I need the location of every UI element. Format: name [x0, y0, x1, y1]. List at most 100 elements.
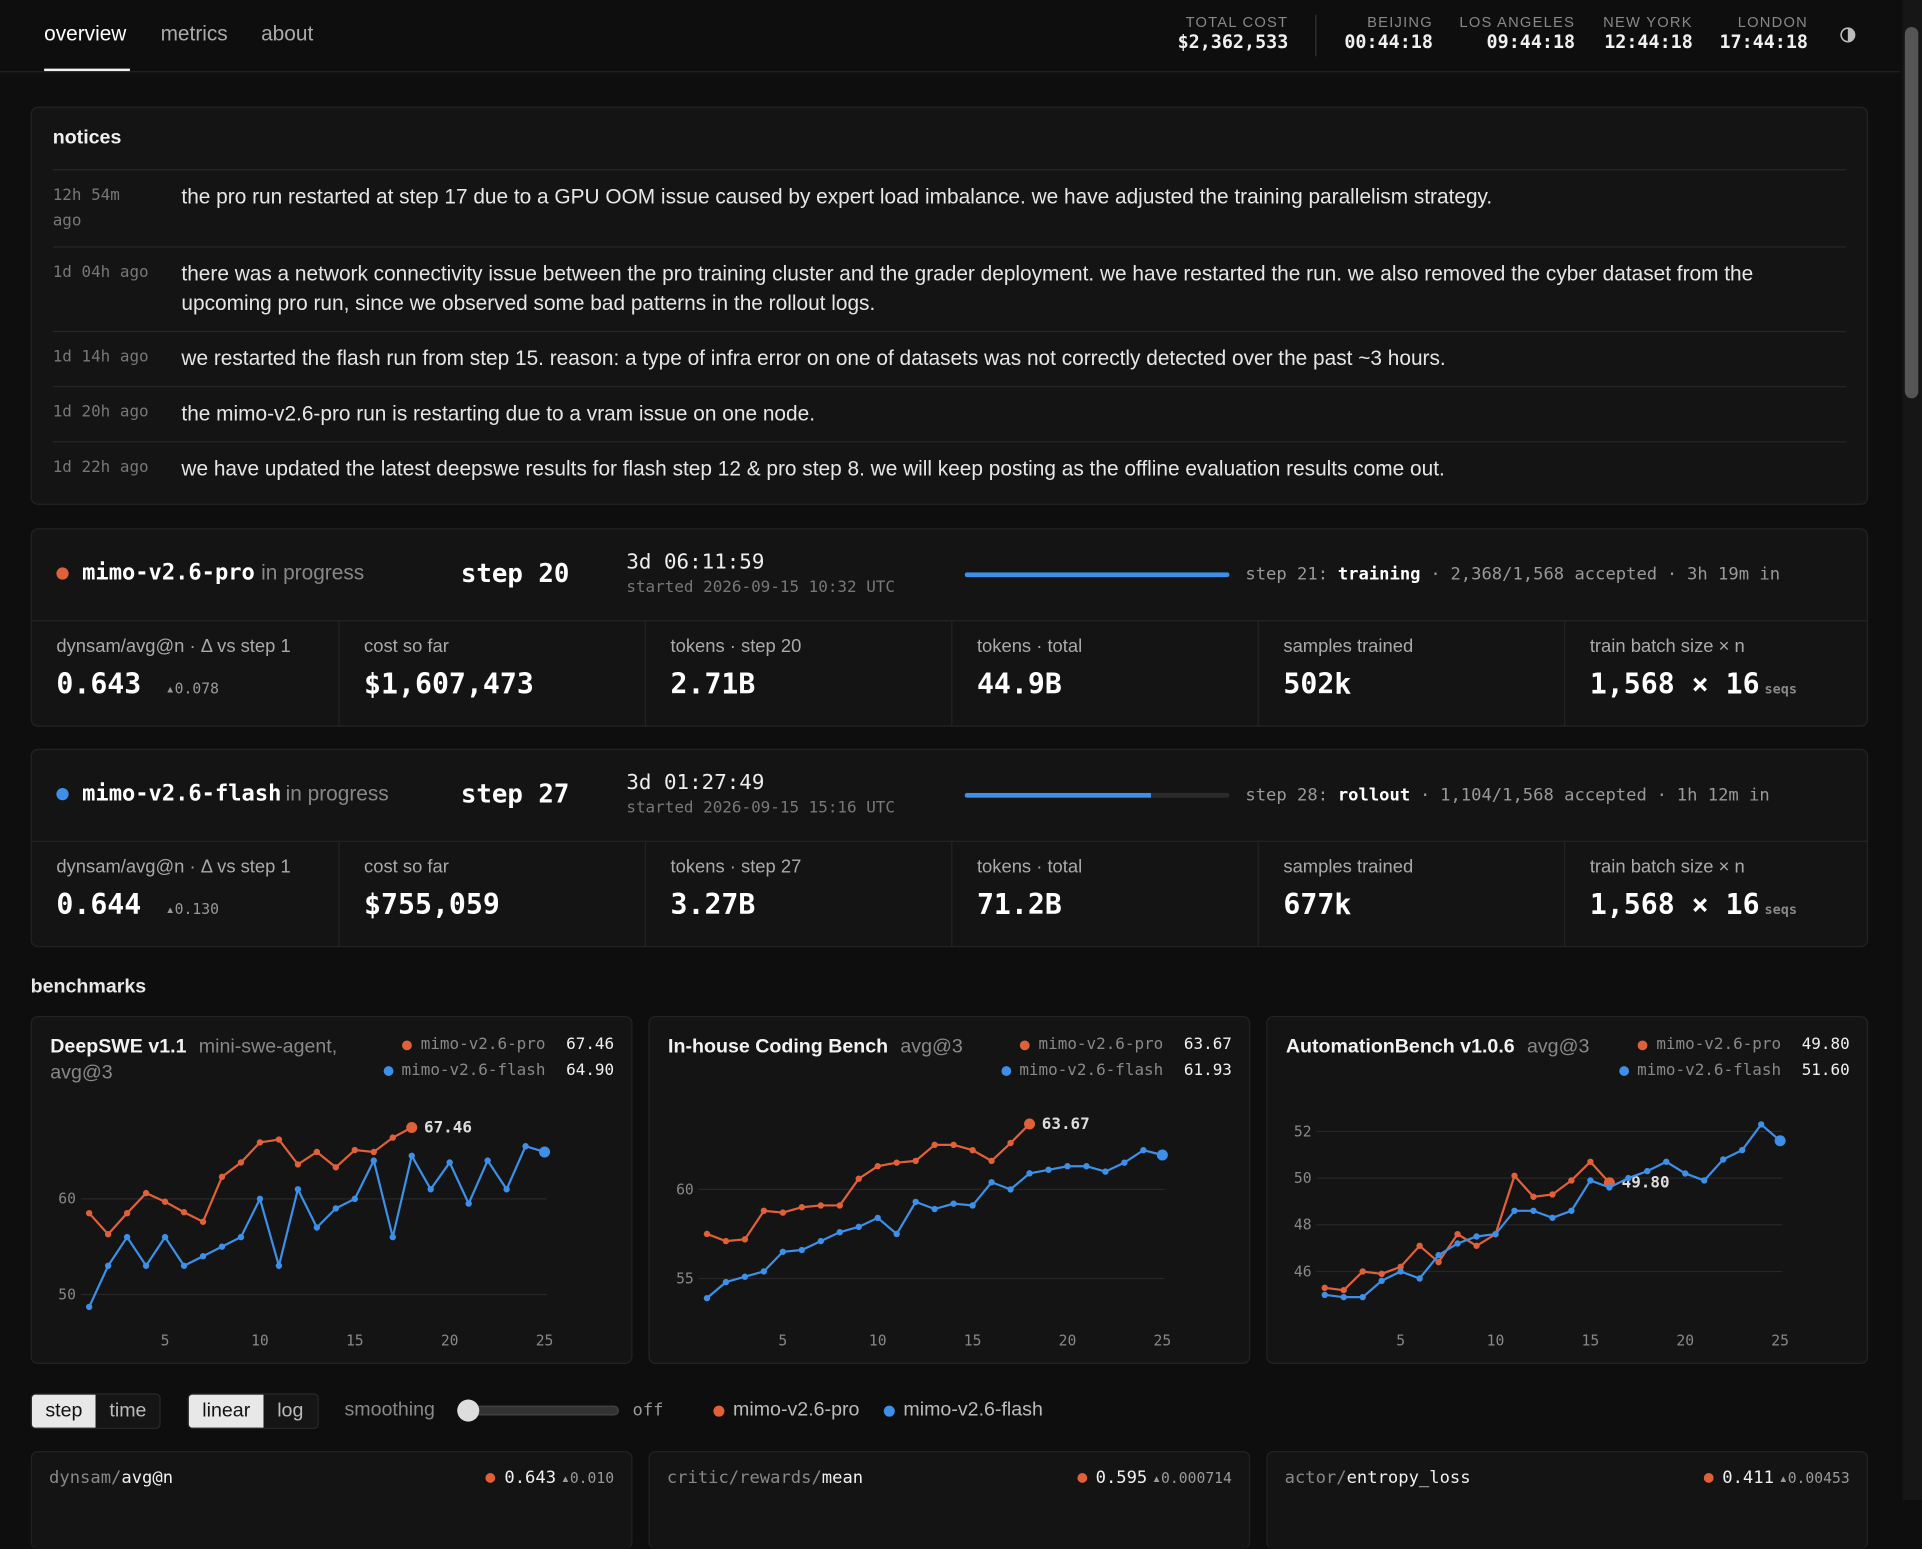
slider-knob[interactable]: [457, 1399, 480, 1422]
theme-toggle[interactable]: [1840, 27, 1856, 43]
legend-dot: [883, 1405, 895, 1417]
divider: [1315, 14, 1317, 57]
data-point: [893, 1159, 900, 1166]
notice-row: 1d 14h ago we restarted the flash run fro…: [52, 330, 1847, 386]
data-point: [1568, 1177, 1575, 1184]
stat-value: $1,607,473: [364, 669, 534, 701]
data-point: [161, 1198, 169, 1205]
data-point: [1007, 1139, 1014, 1147]
data-point: [817, 1237, 824, 1245]
x-tick-label: 10: [251, 1333, 269, 1350]
notice-time: 1d 14h ago: [52, 348, 149, 367]
header-stat-label: BEIJING: [1367, 13, 1433, 31]
progress-phase: training: [1337, 564, 1421, 585]
run-stat: train batch size × n 1,568 × 16 seqs: [1564, 840, 1870, 947]
data-point: [817, 1202, 824, 1209]
stat-number: 0.644: [56, 889, 142, 922]
header-stat-label: LOS ANGELES: [1459, 13, 1576, 31]
stat-number: $1,607,473: [364, 669, 534, 701]
data-point: [912, 1198, 919, 1206]
stat-delta: ▴0.078: [165, 680, 219, 698]
chart-heading: AutomationBench v1.0.6 avg@3: [1286, 1034, 1592, 1060]
segment[interactable]: linear: [188, 1394, 264, 1428]
stat-value: 0.644 ▴0.130: [56, 890, 219, 922]
nav-tab[interactable]: metrics: [160, 22, 228, 46]
segment[interactable]: log: [263, 1394, 317, 1428]
legend-item: mimo-v2.6-flash 61.93: [1000, 1061, 1232, 1080]
run-stat: tokens · step 20 2.71B: [644, 620, 951, 726]
legend-dot: [1618, 1065, 1629, 1076]
legend-dot: [402, 1039, 413, 1050]
metric-prefix: actor/: [1284, 1468, 1347, 1488]
data-point: [85, 1209, 93, 1217]
legend-name: mimo-v2.6-pro: [420, 1035, 546, 1054]
scrollbar-thumb[interactable]: [1904, 26, 1919, 399]
stat-label: samples trained: [1283, 856, 1414, 878]
chart: 55 60 5 10 15 20 25 63.67: [676, 1114, 1171, 1350]
data-point: [218, 1243, 226, 1250]
data-point: [237, 1159, 245, 1166]
segment[interactable]: step: [31, 1394, 96, 1428]
stat-value: $755,059: [364, 890, 500, 922]
stat-label: cost so far: [364, 856, 449, 878]
legend-item: mimo-v2.6-flash: [883, 1400, 1043, 1422]
data-point: [484, 1157, 491, 1164]
slider-track[interactable]: [457, 1399, 620, 1422]
data-point: [1397, 1268, 1404, 1275]
y-tick-label: 52: [1294, 1123, 1312, 1140]
data-point: [1757, 1121, 1765, 1128]
notice-text: we have updated the latest deepswe resul…: [181, 457, 1445, 481]
run-stat: samples trained 677k: [1257, 840, 1564, 947]
stat-label: tokens · step 20: [670, 636, 802, 657]
header-stat: TOTAL COST $2,362,533: [1178, 13, 1289, 52]
data-point: [1359, 1293, 1366, 1301]
data-point: [1121, 1159, 1128, 1166]
data-point: [313, 1224, 321, 1231]
stat-value: 1,568 × 16 seqs: [1590, 890, 1797, 922]
progress-phase: rollout: [1337, 785, 1411, 806]
data-point: [256, 1139, 264, 1146]
data-point: [1682, 1170, 1689, 1177]
data-point: [1435, 1251, 1442, 1259]
run-elapsed: 3d 06:11:59: [626, 550, 765, 575]
header-stat-value: 12:44:18: [1604, 30, 1693, 53]
data-point: [874, 1163, 881, 1170]
data-point: [874, 1214, 881, 1222]
data-point: [1549, 1214, 1556, 1221]
notice-text: there was a network connectivity issue b…: [181, 262, 1754, 315]
divider: [31, 840, 1867, 842]
legend-name: mimo-v2.6-flash: [401, 1061, 546, 1080]
legend-value: 61.93: [1183, 1061, 1232, 1080]
data-point: [703, 1294, 711, 1302]
data-point: [1625, 1174, 1632, 1182]
y-tick-label: 50: [1294, 1170, 1312, 1187]
legend-dot: [1000, 1065, 1011, 1076]
nav-tab[interactable]: overview: [44, 22, 127, 46]
data-point: [893, 1230, 900, 1238]
run-dot: [56, 567, 69, 580]
data-point: [389, 1233, 396, 1241]
stat-delta: ▴0.130: [165, 900, 219, 918]
y-tick-label: 60: [676, 1181, 694, 1198]
data-point: [1321, 1284, 1328, 1292]
metric-name: entropy_loss: [1346, 1468, 1471, 1488]
run-started: started 2026-09-15 10:32 UTC: [626, 578, 896, 597]
app: overview metrics about TOTAL COST $2,362,533…: [0, 13, 1919, 1549]
nav-tab[interactable]: about: [261, 22, 314, 46]
data-point: [1701, 1177, 1708, 1184]
legend-dot: [1077, 1473, 1088, 1483]
notice-text: the mimo-v2.6-pro run is restarting due …: [181, 401, 815, 426]
data-point: [1321, 1291, 1328, 1299]
end-label: 63.67: [1042, 1114, 1090, 1133]
data-point: [256, 1195, 264, 1203]
data-point: [950, 1141, 957, 1149]
run-stat: cost so far $755,059: [338, 840, 644, 947]
series-line: [706, 1148, 1163, 1299]
smoothing-value: off: [632, 1400, 664, 1421]
y-tick-label: 50: [58, 1286, 76, 1303]
stat-value: 71.2B: [977, 890, 1062, 922]
stat-number: 1,568 × 16: [1589, 889, 1760, 922]
segment[interactable]: time: [95, 1394, 160, 1428]
legend-value: 49.80: [1801, 1035, 1850, 1054]
data-point: [503, 1186, 510, 1193]
